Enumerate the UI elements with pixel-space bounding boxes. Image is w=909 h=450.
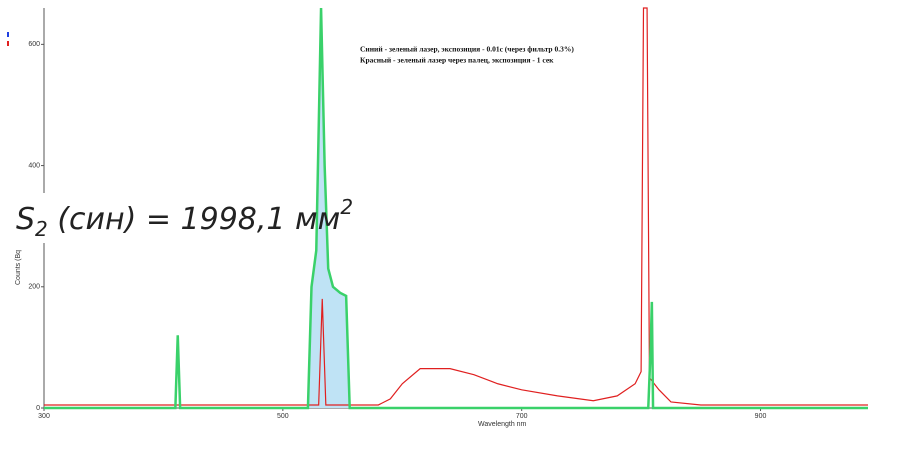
- x-tick-label: 300: [38, 413, 50, 420]
- overlay-s: S: [16, 202, 35, 237]
- shaded-area: [307, 8, 350, 408]
- y-tick-label: 200: [28, 284, 40, 291]
- x-tick-label: 700: [516, 413, 528, 420]
- legend-swatch: [7, 32, 9, 37]
- annotation: Красный - зеленый лазер через палец, экс…: [360, 56, 554, 65]
- y-tick-label: 600: [28, 41, 40, 48]
- overlay-rest: (син) = 1998,1 мм: [48, 202, 341, 237]
- annotation: Синий - зеленый лазер, экспозиция - 0.01…: [360, 45, 574, 54]
- y-tick-label: 0: [36, 405, 40, 412]
- overlay-formula: S2 (син) = 1998,1 мм2: [16, 195, 353, 241]
- overlay-box: [12, 193, 308, 243]
- series-line: [44, 7, 868, 406]
- overlay-sup: 2: [340, 195, 353, 219]
- x-tick-label: 500: [277, 413, 289, 420]
- legend-swatch: [7, 41, 9, 46]
- x-tick-label: 900: [755, 413, 767, 420]
- overlay-sub: 2: [35, 217, 48, 241]
- series-line: [44, 7, 868, 410]
- y-axis-label: Counts (Bq: [15, 250, 22, 285]
- x-axis-label: Wavelength nm: [478, 421, 527, 428]
- y-tick-label: 400: [28, 162, 40, 169]
